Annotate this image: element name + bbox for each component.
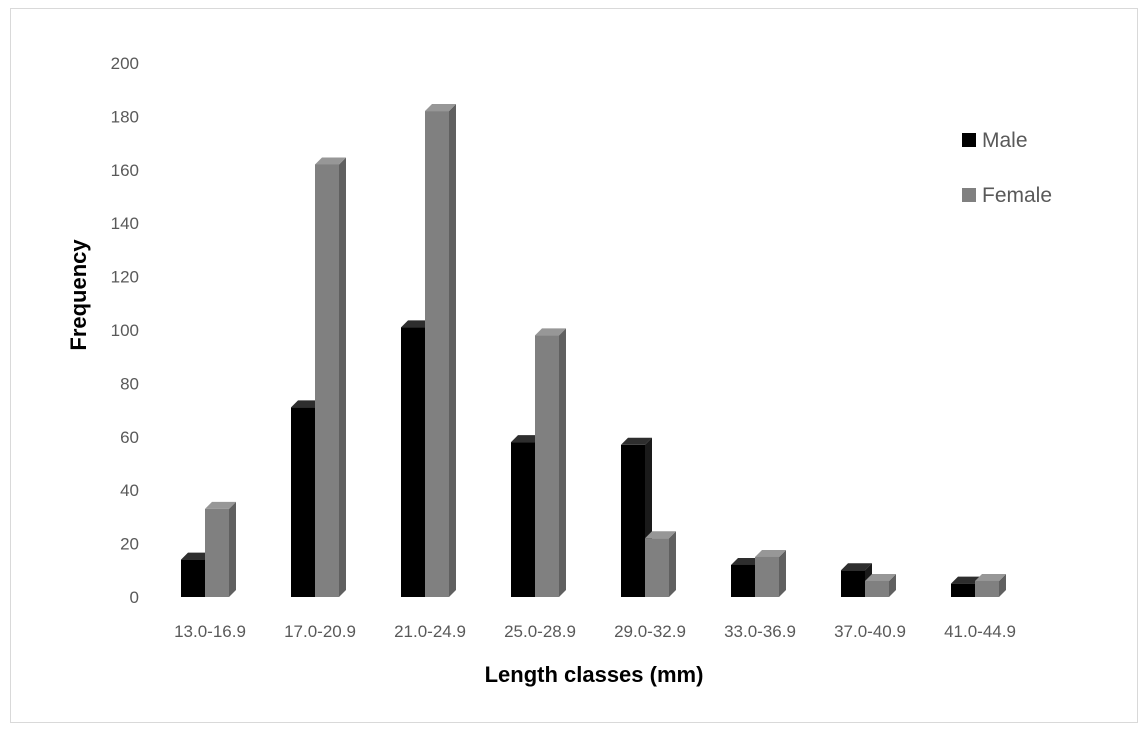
legend: Male Female [962,129,1052,207]
bar-female [645,531,676,597]
x-tick-label: 21.0-24.9 [394,622,466,641]
x-tick-label: 13.0-16.9 [174,622,246,641]
x-tick-label: 37.0-40.9 [834,622,906,641]
y-tick-label: 200 [111,54,139,73]
x-axis-title: Length classes (mm) [485,662,704,687]
bar-female [425,104,456,597]
bar-female [205,501,236,597]
bar-female [315,157,346,597]
bars [181,104,1006,597]
bar-female [535,328,566,597]
y-tick-label: 140 [111,214,139,233]
x-tick-label: 17.0-20.9 [284,622,356,641]
y-tick-label: 0 [130,588,139,607]
x-tick-label: 29.0-32.9 [614,622,686,641]
y-tick-label: 40 [120,481,139,500]
y-tick-label: 100 [111,321,139,340]
y-tick-label: 120 [111,268,139,287]
chart-frame [10,8,1138,723]
legend-label-female: Female [982,184,1052,207]
bar-female [865,573,896,597]
x-tick-label: 25.0-28.9 [504,622,576,641]
x-tick-label: 41.0-44.9 [944,622,1016,641]
y-axis-title: Frequency [66,239,91,351]
y-tick-label: 180 [111,107,139,126]
y-tick-label: 20 [120,535,139,554]
y-tick-label: 160 [111,161,139,180]
x-tick-label: 33.0-36.9 [724,622,796,641]
y-tick-label: 60 [120,428,139,447]
y-tick-label: 80 [120,374,139,393]
legend-label-male: Male [982,129,1028,152]
bar-female [975,573,1006,597]
legend-swatch-male [962,133,976,147]
x-axis-ticks: 13.0-16.9 17.0-20.9 21.0-24.9 25.0-28.9 29.0… [174,622,1016,641]
y-axis-ticks: 0 20 40 60 80 100 120 140 160 180 200 [111,54,139,607]
bar-male [951,576,982,597]
legend-swatch-female [962,188,976,202]
bar-female [755,549,786,597]
